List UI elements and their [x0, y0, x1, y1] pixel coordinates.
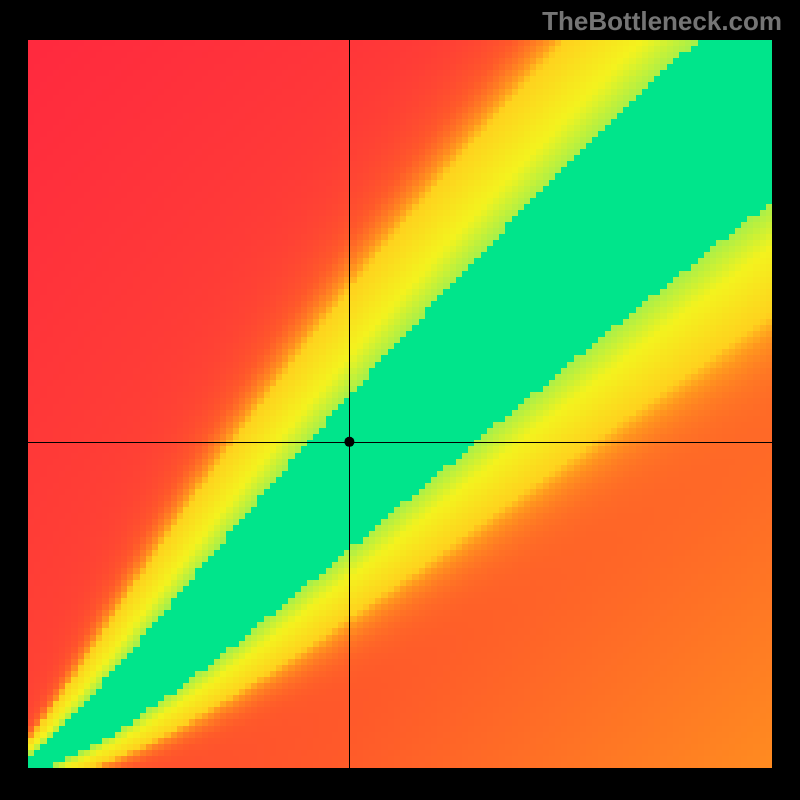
chart-container: TheBottleneck.com	[0, 0, 800, 800]
watermark-text: TheBottleneck.com	[542, 6, 782, 37]
heatmap-canvas	[0, 0, 800, 800]
